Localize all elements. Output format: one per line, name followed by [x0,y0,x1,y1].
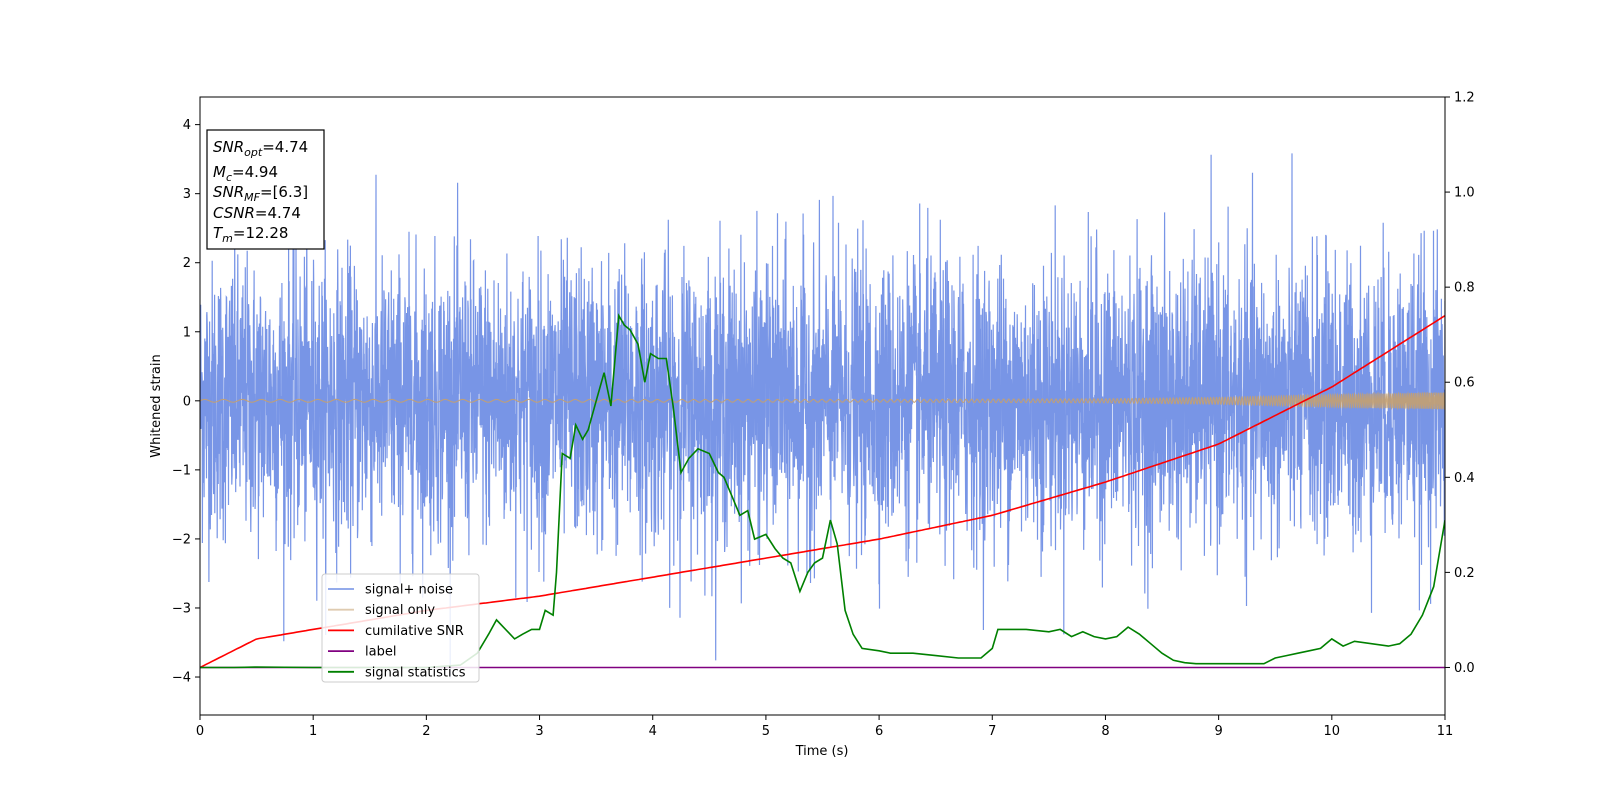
x-axis-label: Time (s) [795,744,849,759]
x-tick-label: 7 [988,724,996,739]
plot-frame [199,96,1446,716]
info-line: CSNR=4.74 [213,204,301,222]
y-left-tick-label: 1 [183,325,191,340]
y-right-tick-label: 0.2 [1454,566,1475,581]
y-right-tick-label: 1.2 [1454,91,1475,106]
y-right-tick-label: 0.0 [1454,661,1475,676]
x-tick-label: 1 [309,724,317,739]
signal-only-series [200,391,1445,411]
legend-entry: signal statistics [365,665,466,680]
y-left-tick-label: −2 [172,532,191,547]
y-left-tick-label: 2 [183,256,191,271]
signal-noise-series [200,153,1445,679]
info-box-frame [206,129,325,250]
x-tick-label: 0 [196,724,204,739]
legend-entry: label [365,645,396,660]
x-tick-label: 2 [422,724,430,739]
y-left-tick-label: 0 [183,394,191,409]
y-axis-right: 0.0 0.2 0.4 0.6 0.8 1.0 1.2 [1445,91,1475,676]
x-tick-label: 10 [1324,724,1341,739]
signal-statistics-series [200,313,1445,669]
legend: signal+ noise signal only cumilative SNR la… [321,573,480,683]
x-tick-label: 6 [875,724,883,739]
x-tick-label: 11 [1437,724,1454,739]
y-axis-left: −4 −3 −2 −1 0 1 2 3 4 [172,118,200,686]
legend-items: signal+ noise signal only cumilative SNR la… [328,583,466,680]
y-right-tick-label: 1.0 [1454,186,1475,201]
y-left-tick-label: 3 [183,187,191,202]
info-line: SNRopt=4.74 [213,138,308,159]
y-left-tick-label: −3 [172,601,191,616]
x-tick-label: 8 [1101,724,1109,739]
y-right-tick-label: 0.6 [1454,376,1475,391]
legend-entry: signal only [365,603,435,618]
info-line: SNRMF=[6.3] [213,183,308,204]
y-right-tick-label: 0.4 [1454,471,1475,486]
y-left-tick-label: 4 [183,118,191,133]
x-tick-label: 4 [649,724,657,739]
legend-frame [321,573,480,683]
y-left-tick-label: −1 [172,463,191,478]
y-left-tick-label: −4 [172,671,191,686]
x-tick-label: 5 [762,724,770,739]
legend-entry: cumilative SNR [365,624,464,639]
y-axis-label-left: Whitened strain [149,354,164,457]
info-line: Mc=4.94 [213,163,278,184]
y-right-tick-label: 0.8 [1454,281,1475,296]
x-tick-label: 3 [535,724,543,739]
x-axis: 0 1 2 3 4 5 6 7 8 9 10 11 [196,715,1453,739]
x-tick-label: 9 [1214,724,1222,739]
info-line: Tm=12.28 [213,224,288,245]
legend-entry: signal+ noise [365,583,453,598]
